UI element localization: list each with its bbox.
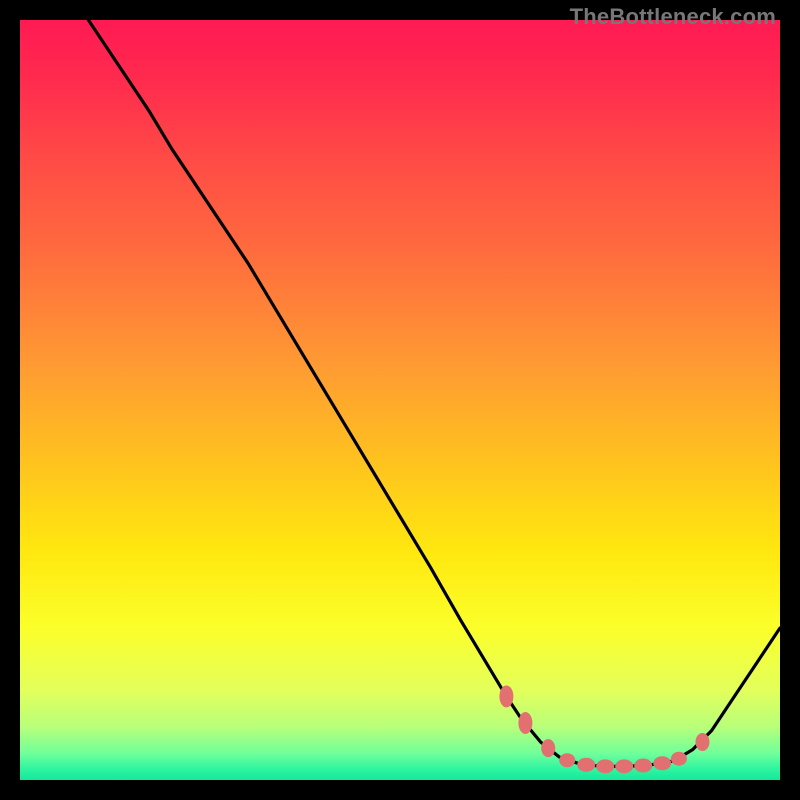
curve-marker [499,685,513,707]
curve-marker [615,759,633,773]
chart-frame: TheBottleneck.com [0,0,800,800]
curve-marker [653,756,671,770]
curve-marker [541,739,555,757]
curve-marker [671,752,687,766]
curve-marker [596,759,614,773]
curve-marker [577,758,595,772]
gradient-background [20,20,780,780]
curve-marker [695,733,709,751]
curve-marker [518,712,532,734]
curve-marker [634,759,652,773]
plot-area [20,20,780,780]
curve-marker [559,753,575,767]
chart-svg [20,20,780,780]
watermark-text: TheBottleneck.com [570,4,776,30]
